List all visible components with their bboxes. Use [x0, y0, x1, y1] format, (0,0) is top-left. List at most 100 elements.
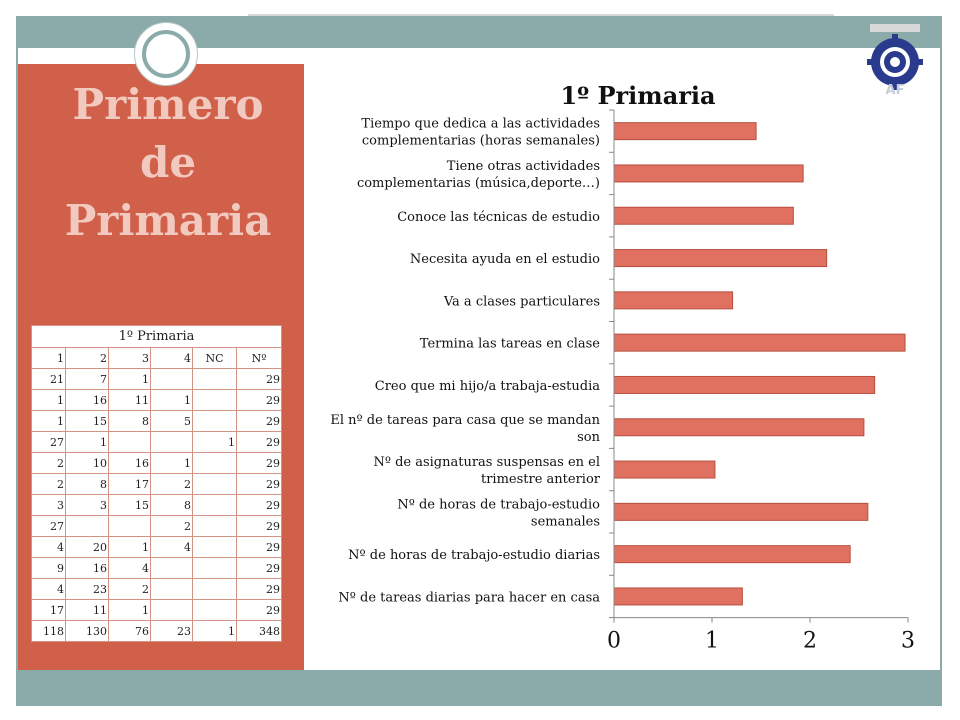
left-frame-edge	[16, 48, 18, 670]
bar	[613, 249, 828, 268]
bar	[613, 333, 906, 352]
table-row: 1 16 11 1 29	[31, 389, 282, 411]
table-header-cell: Nº	[236, 347, 282, 369]
table-cell: 1	[108, 368, 151, 390]
table-cell: 1	[150, 389, 193, 411]
table-cell	[150, 599, 193, 621]
table-title-row: 1º Primaria	[31, 325, 282, 348]
table-cell	[65, 515, 109, 537]
category-label-line: Nº de tareas diarias para hacer en casa	[338, 590, 600, 605]
category-label-line: son	[577, 430, 600, 445]
table-header-cell: 1	[31, 347, 66, 369]
table-cell: 20	[65, 536, 109, 558]
table-header-cell: NC	[192, 347, 237, 369]
table-cell: 29	[236, 410, 282, 432]
table-cell: 16	[65, 389, 109, 411]
table-header-cell: 3	[108, 347, 151, 369]
table-cell	[192, 515, 237, 537]
category-label-line: semanales	[531, 514, 600, 529]
table-cell: 8	[65, 473, 109, 495]
category-label-line: Tiempo que dedica a las actividades	[361, 117, 600, 132]
table-cell	[108, 515, 151, 537]
bar	[613, 291, 734, 310]
table-cell: 29	[236, 452, 282, 474]
table-row: 2 10 16 1 29	[31, 452, 282, 474]
table-cell: 29	[236, 557, 282, 579]
table-cell: 29	[236, 536, 282, 558]
table-cell: 130	[65, 620, 109, 642]
category-label: Va a clases particulares	[443, 294, 600, 309]
bar-chart: 1º Primaria Tiempo que dedica a las acti…	[330, 81, 915, 654]
table-cell: 2	[31, 452, 66, 474]
right-frame-edge	[940, 48, 942, 670]
category-label-line: Termina las tareas en clase	[420, 337, 601, 352]
bars	[613, 122, 906, 606]
table-cell: 17	[108, 473, 151, 495]
table-cell	[192, 410, 237, 432]
table-cell: 23	[65, 578, 109, 600]
x-tick-label: 0	[607, 629, 621, 654]
table-cell	[150, 431, 193, 453]
table-row: 1 15 8 5 29	[31, 410, 282, 432]
logo-text: AF	[886, 83, 905, 94]
table-row: 3 3 15 8 29	[31, 494, 282, 516]
slide-title-line-1: Primero	[72, 80, 264, 129]
chart-title: 1º Primaria	[560, 81, 715, 110]
bar	[613, 418, 865, 437]
category-label: Necesita ayuda en el estudio	[410, 252, 600, 267]
table-cell: 16	[108, 452, 151, 474]
table-cell: 3	[31, 494, 66, 516]
table-cell: 11	[65, 599, 109, 621]
table-cell: 29	[236, 578, 282, 600]
x-tick-label: 3	[901, 629, 915, 654]
table-cell: 15	[65, 410, 109, 432]
category-label: Tiempo que dedica a las actividades compl…	[361, 117, 600, 149]
table-cell: 21	[31, 368, 66, 390]
bar	[613, 502, 869, 521]
table-cell: 15	[108, 494, 151, 516]
bar	[613, 122, 757, 141]
table-row: 27 2 29	[31, 515, 282, 537]
table-cell: 2	[31, 473, 66, 495]
category-label-line: Tiene otras actividades	[447, 159, 600, 174]
slide-title-line-3: Primaria	[64, 196, 272, 245]
bar	[613, 164, 804, 183]
table-row: 21 7 1 29	[31, 368, 282, 390]
table-body: 21 7 1 29 1 16 11 1 29 1 15 8 5 29 27 1 1 29 2 10 16 1 29 2 8 17 2…	[31, 368, 282, 642]
data-table: 1º Primaria 1 2 3 4 NC Nº 21 7 1 29 1 16 11 1 29…	[31, 325, 282, 642]
axes: 0 1 2 3	[607, 109, 915, 654]
table-cell: 4	[31, 536, 66, 558]
category-label: El nº de tareas para casa que se mandan s…	[330, 413, 600, 445]
bar	[613, 545, 851, 564]
category-label-line: Creo que mi hijo/a trabaja-estudia	[375, 379, 600, 394]
table-cell: 9	[31, 557, 66, 579]
table-row: 4 23 2 29	[31, 578, 282, 600]
bar	[613, 460, 716, 479]
table-cell: 76	[108, 620, 151, 642]
table-cell	[108, 431, 151, 453]
table-cell: 8	[108, 410, 151, 432]
bottom-frame-bar	[16, 670, 942, 706]
top-divider	[248, 14, 834, 16]
decorative-ring	[142, 30, 190, 78]
table-cell: 2	[150, 473, 193, 495]
table-title: 1º Primaria	[31, 325, 282, 348]
table-cell: 1	[31, 389, 66, 411]
table-cell: 1	[150, 452, 193, 474]
table-cell: 27	[31, 515, 66, 537]
category-labels: Tiempo que dedica a las actividades compl…	[330, 117, 600, 606]
table-cell: 1	[31, 410, 66, 432]
category-label: Creo que mi hijo/a trabaja-estudia	[375, 379, 600, 394]
category-label-line: Nº de horas de trabajo-estudio	[397, 497, 600, 512]
category-label: Termina las tareas en clase	[420, 337, 601, 352]
table-cell: 17	[31, 599, 66, 621]
table-cell: 2	[108, 578, 151, 600]
table-cell: 4	[150, 536, 193, 558]
table-cell: 1	[65, 431, 109, 453]
table-cell	[192, 599, 237, 621]
bar	[613, 206, 794, 225]
table-cell	[192, 389, 237, 411]
table-cell: 8	[150, 494, 193, 516]
table-cell: 27	[31, 431, 66, 453]
table-header-row: 1 2 3 4 NC Nº	[31, 347, 282, 369]
